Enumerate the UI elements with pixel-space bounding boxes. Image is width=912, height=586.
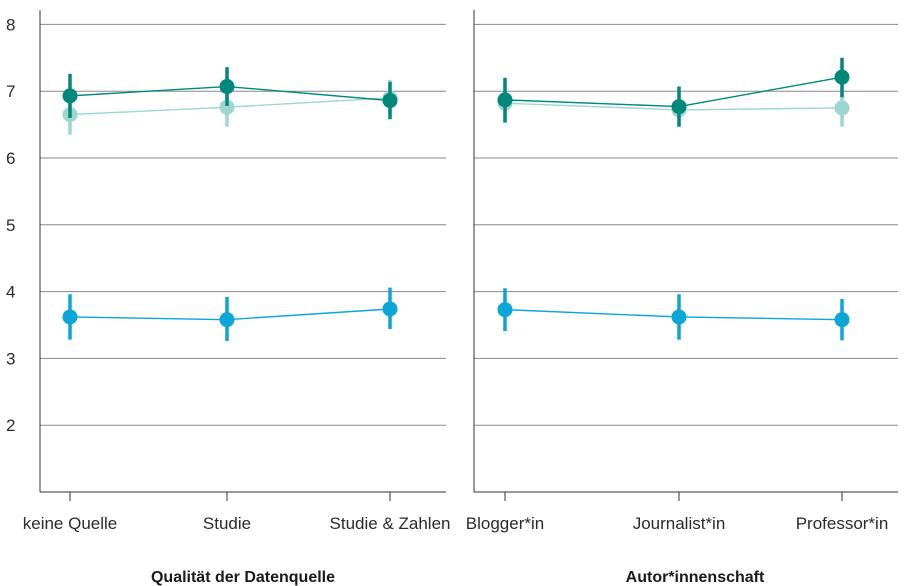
x-tick-label: keine Quelle: [23, 514, 118, 533]
data-point: [62, 309, 78, 325]
x-tick-label: Studie & Zahlen: [330, 514, 451, 533]
x-tick-label: Studie: [203, 514, 251, 533]
panel-title: Autor*innenschaft: [626, 569, 765, 586]
data-point: [834, 69, 850, 85]
x-tick-label: Journalist*in: [633, 514, 726, 533]
data-point: [62, 88, 78, 104]
data-point: [382, 301, 398, 317]
x-tick-label: Professor*in: [796, 514, 889, 533]
data-point: [382, 93, 398, 109]
data-point: [219, 79, 235, 95]
x-tick-label: Blogger*in: [466, 514, 544, 533]
y-tick-label: 6: [6, 149, 15, 168]
data-point: [671, 309, 687, 325]
y-tick-label: 4: [6, 283, 15, 302]
panel-title: Qualität der Datenquelle: [151, 569, 335, 586]
y-tick-label: 3: [6, 349, 15, 368]
y-tick-label: 8: [6, 15, 15, 34]
data-point: [834, 312, 850, 328]
data-point: [219, 99, 235, 115]
data-point: [671, 99, 687, 115]
y-tick-label: 5: [6, 216, 15, 235]
y-tick-label: 2: [6, 416, 15, 435]
data-point: [219, 312, 235, 328]
data-point: [497, 302, 513, 318]
data-point: [834, 100, 850, 116]
y-tick-label: 7: [6, 82, 15, 101]
data-point: [497, 92, 513, 108]
